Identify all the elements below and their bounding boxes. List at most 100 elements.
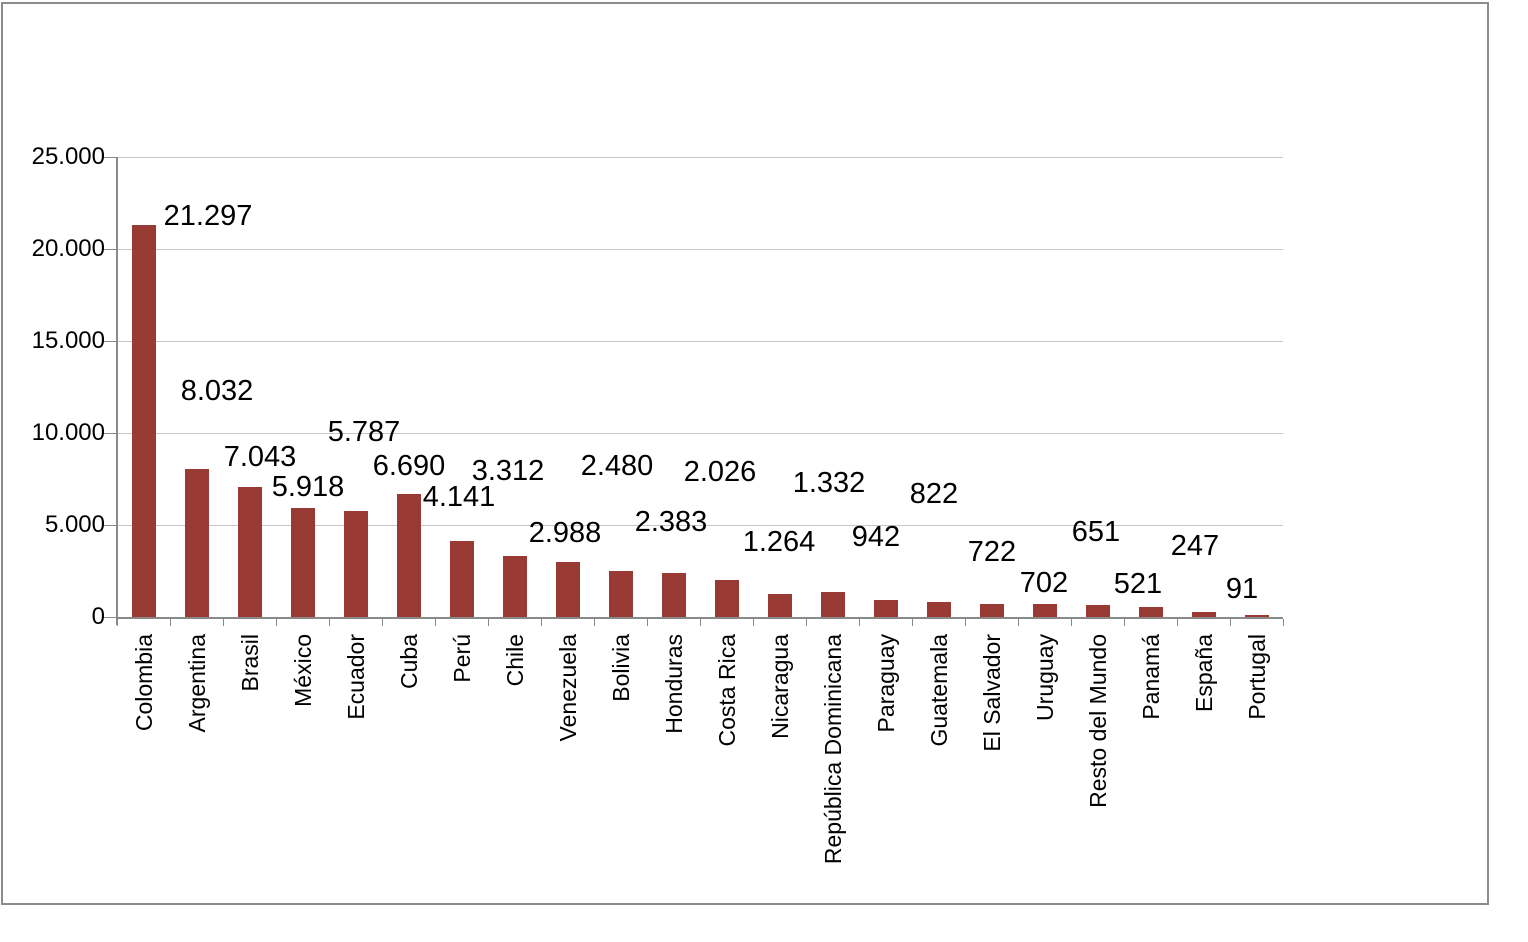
category-label: Venezuela [555, 634, 581, 742]
bar [1086, 605, 1110, 617]
x-axis-tick [1283, 619, 1284, 626]
bar [768, 594, 792, 617]
bar [980, 604, 1004, 617]
x-axis-tick [965, 619, 966, 626]
bar-value-label: 722 [967, 536, 1017, 568]
category-label: Nicaragua [767, 634, 793, 739]
bar-value-label: 822 [909, 478, 959, 510]
category-label: Chile [502, 634, 528, 687]
y-axis-line [116, 157, 118, 625]
bar [291, 508, 315, 617]
bar-value-label: 3.312 [471, 455, 545, 487]
y-tick-label: 5.000 [44, 511, 105, 538]
bar-value-label: 2.988 [528, 517, 602, 549]
bar-value-label: 942 [851, 521, 901, 553]
bar-value-label: 521 [1113, 568, 1163, 600]
bar-value-label: 5.787 [327, 416, 401, 448]
bar [185, 469, 209, 617]
bar-value-label: 2.383 [634, 506, 708, 538]
y-axis-tick [104, 249, 118, 250]
category-label: Resto del Mundo [1085, 634, 1111, 808]
bar [503, 556, 527, 617]
x-axis-tick [488, 619, 489, 626]
x-axis-tick [276, 619, 277, 626]
bar [397, 494, 421, 617]
x-axis-tick [1071, 619, 1072, 626]
category-label: El Salvador [979, 634, 1005, 752]
bar [609, 571, 633, 617]
x-axis-tick [435, 619, 436, 626]
y-gridline [117, 525, 1283, 526]
x-axis-tick [223, 619, 224, 626]
category-label: Argentina [184, 634, 210, 733]
x-axis-tick [117, 619, 118, 626]
bar-value-label: 5.918 [271, 471, 345, 503]
category-label: España [1191, 634, 1217, 713]
bar-value-label: 2.026 [683, 456, 757, 488]
bar-value-label: 7.043 [223, 441, 297, 473]
category-label: Panamá [1138, 634, 1164, 720]
y-gridline [117, 157, 1283, 158]
bar-value-label: 91 [1225, 573, 1259, 605]
bar [1033, 604, 1057, 617]
x-axis-tick [594, 619, 595, 626]
bar-value-label: 21.297 [163, 200, 253, 232]
x-axis-tick [1230, 619, 1231, 626]
category-label: México [290, 634, 316, 707]
y-axis-tick [104, 433, 118, 434]
y-axis-tick [104, 617, 118, 618]
x-axis-tick [1177, 619, 1178, 626]
category-label: Cuba [396, 634, 422, 689]
x-axis-tick [170, 619, 171, 626]
category-label: Perú [449, 634, 475, 683]
y-gridline [117, 341, 1283, 342]
y-gridline [117, 249, 1283, 250]
x-axis-tick [382, 619, 383, 626]
y-axis-tick [104, 525, 118, 526]
x-axis-tick [753, 619, 754, 626]
bar [715, 580, 739, 617]
category-label: Guatemala [926, 634, 952, 747]
bar-value-label: 247 [1170, 530, 1220, 562]
bar [1192, 612, 1216, 617]
x-axis-tick [541, 619, 542, 626]
bar [1139, 607, 1163, 617]
category-label: República Dominicana [820, 634, 846, 865]
x-axis-tick [859, 619, 860, 626]
bar-value-label: 1.264 [742, 526, 816, 558]
category-label: Honduras [661, 634, 687, 734]
y-axis-tick [104, 341, 118, 342]
x-axis-tick [647, 619, 648, 626]
bar-value-label: 6.690 [372, 450, 446, 482]
y-axis-tick [104, 157, 118, 158]
bar-value-label: 4.141 [422, 481, 496, 513]
bar [132, 225, 156, 617]
y-gridline [117, 433, 1283, 434]
y-tick-label: 25.000 [31, 143, 105, 170]
bar [238, 487, 262, 617]
bar-value-label: 1.332 [792, 467, 866, 499]
x-axis-tick [806, 619, 807, 626]
category-label: Portugal [1244, 634, 1270, 720]
category-label: Ecuador [343, 634, 369, 720]
bar [556, 562, 580, 617]
bar [344, 511, 368, 617]
x-axis-tick [1124, 619, 1125, 626]
bar-value-label: 651 [1071, 516, 1121, 548]
category-label: Paraguay [873, 634, 899, 733]
category-label: Bolivia [608, 634, 634, 702]
bar-value-label: 8.032 [180, 375, 254, 407]
bar [927, 602, 951, 617]
y-tick-label: 15.000 [31, 327, 105, 354]
bar [1245, 615, 1269, 617]
category-label: Colombia [131, 634, 157, 732]
bar [874, 600, 898, 617]
y-tick-label: 10.000 [31, 419, 105, 446]
y-tick-label: 20.000 [31, 235, 105, 262]
bar [821, 592, 845, 617]
bar-value-label: 2.480 [580, 450, 654, 482]
x-axis-line [117, 617, 1283, 619]
x-axis-tick [912, 619, 913, 626]
y-tick-label: 0 [91, 603, 105, 630]
